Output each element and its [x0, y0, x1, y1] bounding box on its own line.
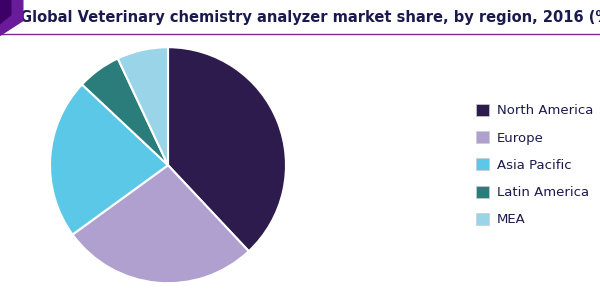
Text: Global Veterinary chemistry analyzer market share, by region, 2016 (%): Global Veterinary chemistry analyzer mar… [20, 10, 600, 25]
Wedge shape [168, 47, 286, 251]
Wedge shape [50, 84, 168, 235]
Wedge shape [118, 47, 168, 165]
Wedge shape [73, 165, 249, 283]
Wedge shape [82, 58, 168, 165]
Legend: North America, Europe, Asia Pacific, Latin America, MEA: North America, Europe, Asia Pacific, Lat… [476, 104, 593, 227]
